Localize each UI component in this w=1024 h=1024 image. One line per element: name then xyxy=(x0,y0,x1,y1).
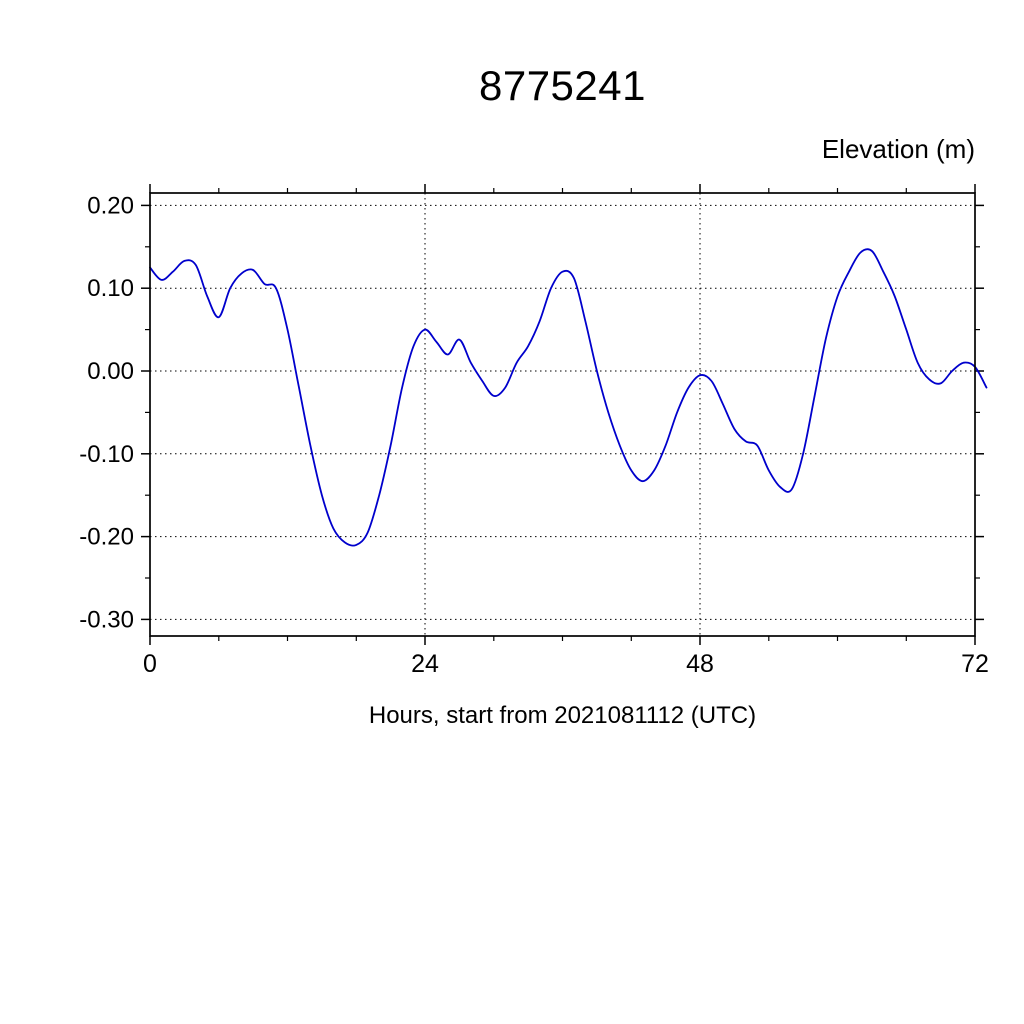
plot-border xyxy=(149,192,976,637)
y-tick-label: -0.10 xyxy=(79,441,134,468)
gridlines xyxy=(150,193,975,636)
x-tick-label: 48 xyxy=(686,650,714,678)
y-axis-unit-label: Elevation (m) xyxy=(821,134,975,164)
x-tick-label: 0 xyxy=(143,650,157,678)
x-tick-label: 72 xyxy=(961,650,989,678)
y-tick-label: -0.30 xyxy=(79,606,134,633)
y-tick-label: 0.20 xyxy=(87,192,134,219)
x-axis-title: Hours, start from 2021081112 (UTC) xyxy=(368,702,757,729)
tick-labels: 0 24 48 72 0.20 0.10 0.00 -0.10 -0.20 -0.30 xyxy=(79,192,989,678)
y-tick-label: 0.00 xyxy=(87,358,134,385)
tick-marks xyxy=(141,184,984,645)
x-tick-label: 24 xyxy=(411,650,439,678)
chart-title: 8775241 xyxy=(478,62,646,109)
y-tick-label: 0.10 xyxy=(87,275,134,302)
y-tick-label: -0.20 xyxy=(79,524,134,551)
elevation-line xyxy=(149,248,988,547)
